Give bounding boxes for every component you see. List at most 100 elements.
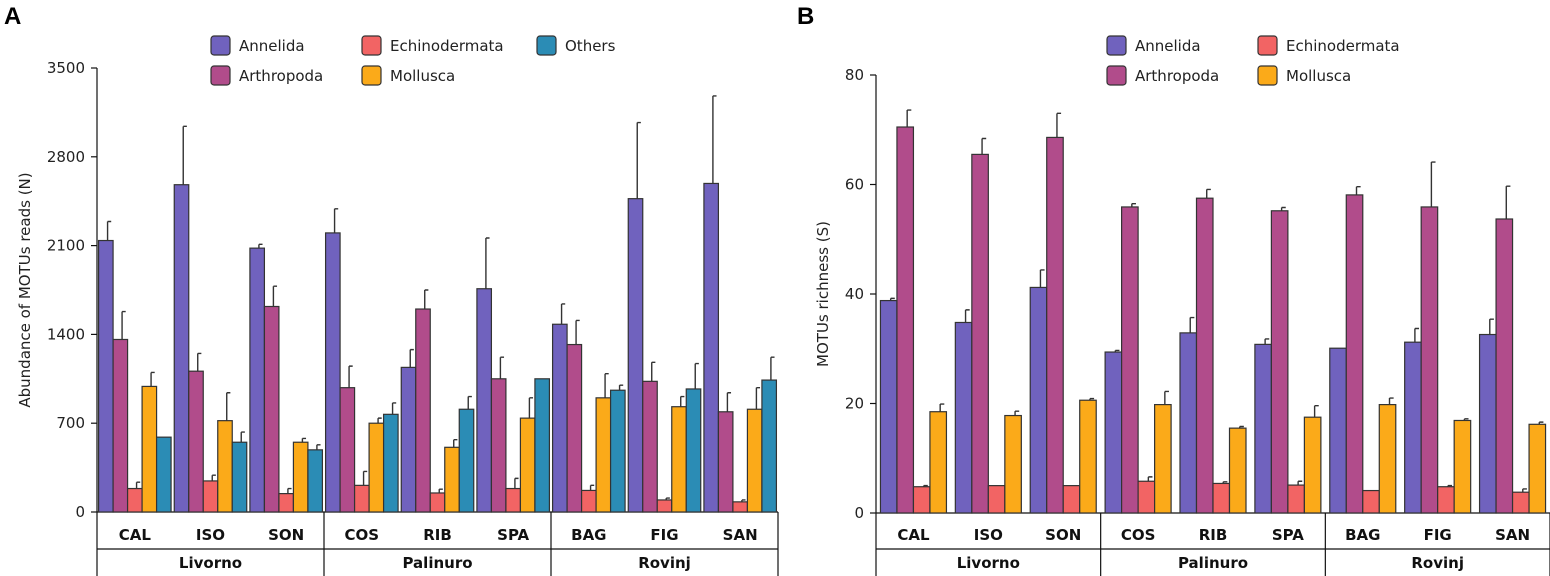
- bar-echinodermata-fig: [1437, 486, 1455, 514]
- bar-others-spa: [534, 378, 551, 513]
- category-label-san: SAN: [1495, 526, 1530, 544]
- bar-arthropoda-fig: [642, 380, 658, 513]
- bar-annelida-cal: [97, 239, 114, 513]
- bar-arthropoda-iso: [971, 153, 989, 514]
- legend: Annelida Echinodermata Others Arthropoda Mol…: [210, 35, 616, 86]
- bar-annelida-iso: [954, 321, 973, 514]
- category-label-spa: SPA: [1272, 526, 1304, 544]
- error-bar-mollusca-cos: [377, 417, 382, 424]
- error-bar-echinodermata-san: [1522, 488, 1527, 493]
- bar-mollusca-bag: [595, 397, 612, 513]
- error-bar-annelida-bag: [560, 303, 566, 325]
- error-bar-others-bag: [618, 384, 624, 391]
- bar-annelida-iso: [173, 184, 190, 513]
- panel-letter-a: A: [4, 3, 21, 30]
- error-bar-annelida-fig: [1414, 327, 1420, 343]
- bar-arthropoda-spa: [490, 378, 507, 513]
- y-tick-label: 0: [75, 503, 85, 521]
- group-label-livorno: Livorno: [957, 554, 1020, 572]
- error-bar-annelida-iso: [182, 125, 187, 185]
- category-label-fig: FIG: [650, 526, 678, 544]
- bar-echinodermata-son: [278, 493, 295, 513]
- y-tick-label: 20: [845, 395, 864, 413]
- error-bar-mollusca-rib: [1239, 425, 1244, 429]
- error-bar-arthropoda-san: [1505, 185, 1511, 219]
- error-bar-echinodermata-spa: [1297, 480, 1303, 486]
- category-label-fig: FIG: [1424, 526, 1452, 544]
- error-bar-mollusca-fig: [680, 395, 685, 407]
- chart-a: 0 700 1400 2100 2800 3500 Abundance of MOTUs r…: [16, 35, 779, 576]
- error-bar-mollusca-bag: [1388, 397, 1394, 405]
- error-bar-annelida-san: [712, 95, 717, 184]
- error-bar-mollusca-rib: [453, 438, 458, 448]
- error-bar-echinodermata-cos: [362, 470, 368, 486]
- bar-others-cal: [155, 436, 172, 513]
- error-bar-echinodermata-cal: [922, 484, 928, 487]
- error-bar-annelida-cos: [1114, 349, 1120, 353]
- bar-annelida-cos: [324, 232, 341, 513]
- y-tick-label: 1400: [47, 325, 85, 343]
- error-bar-mollusca-bag: [604, 373, 609, 398]
- bar-others-rib: [458, 408, 475, 513]
- error-bar-mollusca-cal: [150, 371, 155, 387]
- bar-annelida-son: [1029, 286, 1048, 514]
- bar-annelida-rib: [1179, 332, 1198, 514]
- error-bar-annelida-iso: [964, 309, 970, 323]
- bar-mollusca-spa: [1303, 416, 1322, 514]
- legend-swatch-arthropoda: [1106, 65, 1127, 86]
- legend-swatch-arthropoda: [210, 65, 231, 86]
- bar-arthropoda-bag: [566, 343, 583, 513]
- bar-echinodermata-rib: [1212, 482, 1231, 514]
- error-bar-arthropoda-iso: [981, 137, 987, 155]
- error-bar-mollusca-san: [1538, 421, 1544, 425]
- bar-others-bag: [609, 389, 626, 513]
- bar-annelida-bag: [551, 323, 568, 513]
- error-bar-annelida-san: [1489, 318, 1494, 335]
- bar-annelida-spa: [1254, 343, 1272, 514]
- group-label-palinuro: Palinuro: [402, 554, 472, 572]
- legend-label-arthropoda: Arthropoda: [1135, 67, 1219, 85]
- error-bar-mollusca-cos: [1164, 390, 1169, 405]
- error-bar-annelida-cal: [889, 297, 895, 301]
- bar-mollusca-cos: [368, 422, 385, 513]
- legend-swatch-echinodermata: [361, 35, 382, 56]
- bar-annelida-fig: [1404, 341, 1422, 514]
- legend-label-arthropoda: Arthropoda: [239, 67, 323, 85]
- error-bar-arthropoda-fig: [1430, 161, 1436, 207]
- error-bar-echinodermata-cos: [1147, 476, 1153, 482]
- error-bar-arthropoda-cal: [121, 310, 126, 340]
- error-bar-echinodermata-fig: [665, 497, 670, 500]
- bar-echinodermata-spa: [1287, 484, 1305, 514]
- bar-arthropoda-bag: [1345, 194, 1364, 514]
- category-label-son: SON: [268, 526, 304, 544]
- bar-arthropoda-rib: [1195, 197, 1214, 514]
- bar-mollusca-rib: [444, 446, 460, 513]
- error-bar-arthropoda-iso: [197, 352, 202, 372]
- bar-arthropoda-cos: [339, 387, 356, 513]
- bar-others-iso: [231, 441, 248, 513]
- error-bar-arthropoda-bag: [1355, 185, 1361, 195]
- bar-arthropoda-cal: [896, 126, 915, 514]
- error-bar-mollusca-son: [1089, 397, 1095, 401]
- error-bar-arthropoda-son: [1056, 112, 1062, 138]
- error-bar-echinodermata-cal: [135, 481, 141, 489]
- legend-label-annelida: Annelida: [239, 37, 305, 55]
- y-tick-label: 80: [845, 66, 864, 84]
- error-bar-mollusca-fig: [1463, 418, 1469, 421]
- bar-arthropoda-iso: [188, 370, 204, 513]
- bar-mollusca-san: [1528, 423, 1547, 514]
- error-bar-annelida-cos: [333, 208, 339, 233]
- error-bar-annelida-rib: [1189, 316, 1195, 333]
- legend-swatch-annelida: [210, 35, 231, 56]
- bar-echinodermata-rib: [429, 492, 446, 513]
- legend-label-echinodermata: Echinodermata: [1286, 37, 1400, 55]
- bar-others-san: [761, 379, 778, 513]
- bar-arthropoda-cal: [112, 338, 129, 513]
- category-label-cos: COS: [1121, 526, 1156, 544]
- bar-others-son: [307, 449, 324, 513]
- bar-arthropoda-son: [263, 305, 280, 513]
- error-bar-others-fig: [694, 362, 699, 389]
- legend-swatch-echinodermata: [1257, 35, 1278, 56]
- bar-arthropoda-san: [1495, 218, 1514, 514]
